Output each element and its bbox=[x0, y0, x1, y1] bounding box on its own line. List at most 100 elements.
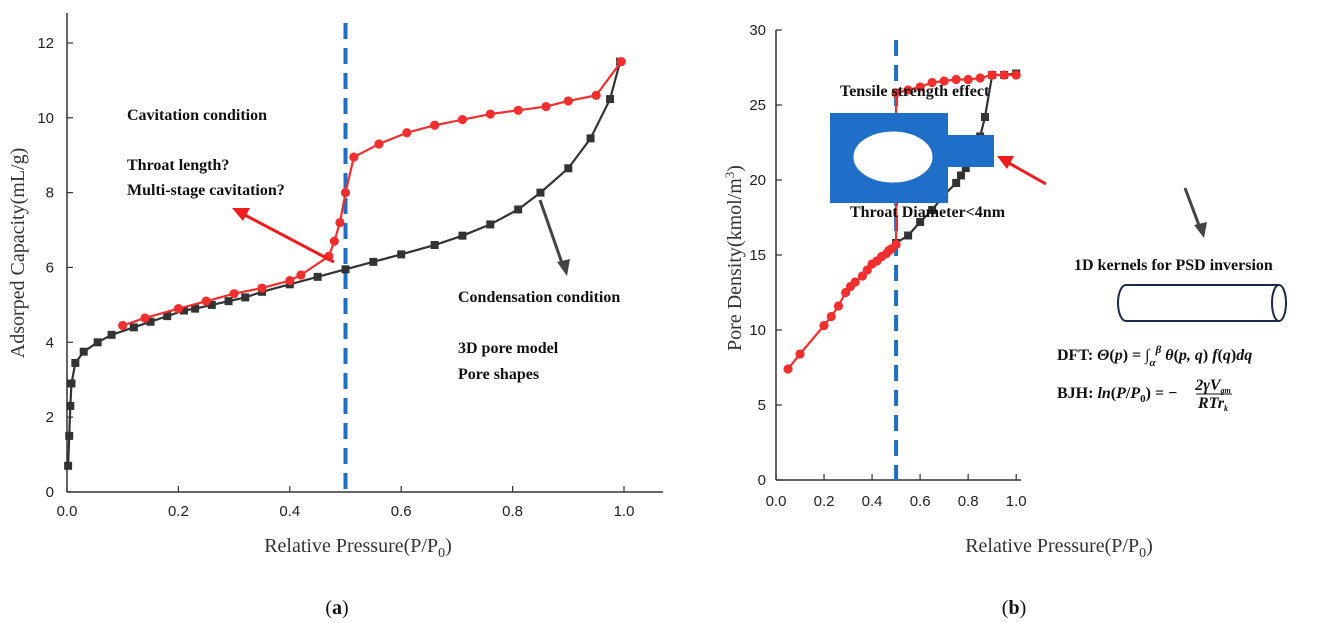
chart-b-ytick-label: 0 bbox=[758, 472, 766, 489]
chart-a-series-1-point bbox=[118, 320, 128, 331]
chart-a-series-0-point bbox=[564, 164, 573, 173]
chart-b-pore-throat bbox=[946, 135, 994, 167]
chart-a-series-1-point bbox=[402, 128, 412, 138]
chart-b-series-1-point bbox=[903, 85, 913, 95]
chart-a-series-0-point bbox=[71, 358, 80, 367]
chart-a-series-0-point bbox=[207, 300, 216, 309]
chart-a-xlabel: Relative Pressure(P/P0) bbox=[264, 535, 452, 561]
chart-b-xtick-label: 0.8 bbox=[958, 493, 979, 510]
chart-a-series-1-point bbox=[485, 109, 495, 119]
chart-b-series-1-point bbox=[833, 301, 844, 311]
chart-a-xtick-label: 0.8 bbox=[502, 503, 523, 520]
cylinder-icon bbox=[1117, 284, 1287, 322]
chart-b-annot-tensile: Tensile strength effect bbox=[840, 83, 990, 100]
chart-a-ylabel: Adsorped Capacity(mL/g) bbox=[7, 148, 29, 359]
chart-a-series-1-point bbox=[257, 283, 267, 293]
chart-a-series-1-point bbox=[541, 101, 551, 112]
chart-a-annot-condensation: Condensation condition bbox=[458, 289, 620, 306]
chart-b: 0.0 0.2 0.4 0.6 0.8 1.0 0 5 10 15 20 25 30 Tensile s… bbox=[722, 22, 1287, 619]
chart-b-xtick-label: 0.0 bbox=[766, 493, 787, 510]
chart-a-annot-multistage: Multi-stage cavitation? bbox=[127, 182, 285, 199]
chart-a-series-0-point bbox=[64, 461, 73, 470]
chart-a-series-0-point bbox=[191, 304, 200, 313]
chart-a-series-0-point bbox=[606, 95, 615, 104]
chart-b-series-0-point bbox=[980, 113, 989, 121]
chart-a-series-1-point bbox=[349, 152, 359, 162]
chart-a-series-1-point bbox=[329, 236, 339, 246]
chart-a-ytick-label: 2 bbox=[46, 409, 54, 426]
chart-b-series-0-point bbox=[904, 231, 913, 240]
chart-a-series-1-point bbox=[513, 105, 523, 115]
chart-b-formula-bjh-den: RTrk bbox=[1197, 395, 1228, 413]
chart-b-panel-label: (b) bbox=[1002, 597, 1026, 619]
chart-a-series-0-point bbox=[458, 231, 467, 240]
chart-a-series-0-point bbox=[66, 401, 75, 410]
chart-a-series-1-point bbox=[340, 188, 351, 198]
chart-b-ytick-label: 20 bbox=[749, 172, 766, 189]
chart-b-series-1-point bbox=[891, 88, 901, 98]
chart-b-series-1-point bbox=[819, 320, 829, 331]
chart-a-series-0-point bbox=[146, 317, 155, 326]
chart-b-annot-throat-diameter: Throat Diameter<4nm bbox=[850, 204, 1006, 221]
chart-a-series-0-point bbox=[93, 338, 102, 347]
chart-b-series-1-point bbox=[939, 76, 949, 86]
chart-a-xtick-label: 0.4 bbox=[279, 503, 300, 520]
chart-a-xtick-label: 0.2 bbox=[168, 503, 189, 520]
chart-a-series-0-point bbox=[536, 188, 545, 197]
chart-a-series-0-point bbox=[514, 205, 523, 214]
chart-a-xtick-label: 1.0 bbox=[614, 503, 635, 520]
chart-b-red-arrowhead bbox=[997, 156, 1014, 169]
chart-b-series-1-point bbox=[963, 74, 973, 85]
chart-b-gray-arrowhead bbox=[1194, 222, 1207, 238]
chart-b-ytick-label: 25 bbox=[749, 97, 766, 114]
chart-a-xtick-label: 0.6 bbox=[391, 503, 412, 520]
chart-b-series-1-point bbox=[987, 70, 997, 80]
chart-a-series-0-point bbox=[129, 323, 138, 332]
chart-b-series-1-point bbox=[927, 77, 937, 88]
chart-a-series-1-point bbox=[140, 313, 150, 323]
chart-a-series-1-point bbox=[229, 289, 239, 299]
chart-b-series-0-point bbox=[952, 179, 961, 187]
chart-b-ylabel: Pore Density(kmol/m3) bbox=[722, 165, 746, 351]
chart-a-series-1-point bbox=[457, 115, 468, 125]
chart-b-xlabel: Relative Pressure(P/P0) bbox=[965, 535, 1153, 561]
chart-b-series-1-point bbox=[1011, 70, 1021, 80]
chart-a-red-arrowhead bbox=[232, 208, 250, 221]
chart-b-ytick-label: 10 bbox=[749, 322, 766, 339]
chart-a-series-1-point bbox=[201, 296, 211, 306]
chart-b-series-1-point bbox=[975, 73, 985, 83]
chart-b-xtick-label: 0.6 bbox=[910, 493, 931, 510]
chart-b-series-1-point bbox=[783, 364, 793, 374]
chart-a-series-0-point bbox=[430, 241, 439, 250]
chart-a-ytick-label: 12 bbox=[37, 35, 54, 52]
chart-a-series-0-point bbox=[163, 312, 172, 321]
chart-b-series-1-point bbox=[999, 70, 1009, 80]
chart-a-series-1-point bbox=[173, 304, 184, 314]
chart-b-series-1-point bbox=[850, 277, 860, 287]
chart-a-annot-throat-length: Throat length? bbox=[127, 157, 229, 174]
chart-b-pore-cavity bbox=[853, 131, 933, 183]
chart-b-formula-bjh: BJH: ln(P/P0) = − bbox=[1057, 385, 1177, 405]
chart-b-series-0-point bbox=[961, 164, 970, 172]
chart-a-series-1-point bbox=[335, 217, 345, 228]
chart-a-xtick-label: 0.0 bbox=[57, 503, 78, 520]
chart-b-series-1-point bbox=[891, 239, 901, 250]
chart-a-series-1-point bbox=[563, 96, 573, 106]
chart-b-annot-kernels: 1D kernels for PSD inversion bbox=[1074, 257, 1273, 274]
chart-a-series-0-point bbox=[79, 347, 88, 356]
chart-a-series-0-point bbox=[341, 265, 350, 274]
chart-a-series-0-point bbox=[313, 272, 322, 281]
chart-a-series-0-point bbox=[179, 306, 188, 315]
chart-b-xtick-label: 1.0 bbox=[1006, 493, 1027, 510]
chart-a-ytick-label: 0 bbox=[46, 484, 54, 501]
chart-a-series-0-point bbox=[586, 134, 595, 143]
chart-a-series-0-point bbox=[107, 330, 116, 339]
chart-a-series-0-point bbox=[397, 250, 406, 259]
chart-b-series-1-point bbox=[915, 82, 925, 92]
chart-a-annot-pore-shapes: Pore shapes bbox=[458, 366, 539, 383]
chart-a-series-1-point bbox=[296, 270, 306, 280]
chart-b-series-0-point bbox=[956, 171, 965, 180]
chart-a-series-0-point bbox=[486, 220, 495, 229]
chart-a-series-0-point bbox=[65, 431, 74, 440]
